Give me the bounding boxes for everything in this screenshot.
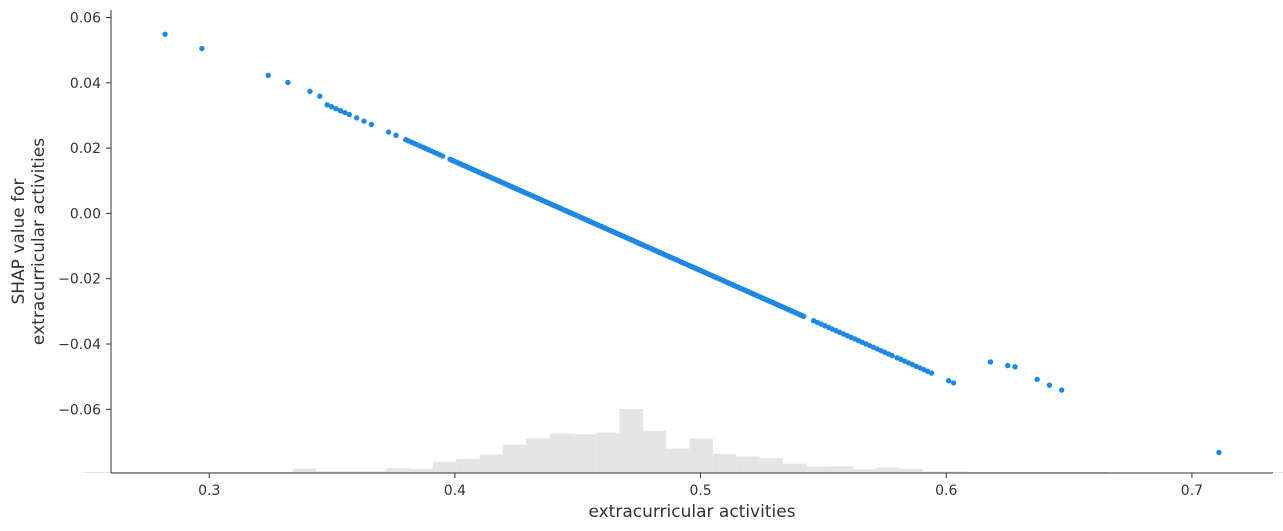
x-tick-label: 0.6: [935, 483, 957, 499]
histogram-bar: [222, 471, 247, 473]
histogram-bar: [339, 471, 363, 473]
data-point: [928, 370, 935, 376]
histogram-bar: [292, 468, 317, 473]
y-axis-title: SHAP value for extracurricular activitie…: [9, 138, 49, 345]
histogram-bar: [549, 433, 573, 473]
histogram-bar: [899, 468, 923, 473]
x-tick-label: 0.7: [1181, 483, 1203, 499]
histogram-bar: [736, 456, 760, 473]
y-tick-label: 0.00: [70, 206, 101, 222]
histogram-bar: [362, 471, 387, 473]
y-axis-ticks: −0.06 −0.04 −0.02 0.00 0.02 0.04 0.06: [58, 11, 111, 418]
histogram-bar: [176, 471, 200, 473]
histogram-bar: [876, 467, 900, 473]
data-point: [1046, 382, 1053, 388]
y-tick-label: 0.06: [70, 11, 101, 27]
x-tick-label: 0.4: [444, 483, 466, 499]
data-point: [361, 118, 367, 124]
data-point: [199, 45, 205, 52]
data-point: [1034, 376, 1040, 382]
y-axis-title-line-1: SHAP value for: [9, 178, 29, 304]
scatter-points-layer: [162, 31, 1222, 456]
histogram-bar: [479, 454, 503, 473]
data-point: [801, 313, 807, 320]
histogram-bar: [596, 432, 620, 473]
data-point: [333, 106, 339, 112]
data-point: [987, 359, 994, 365]
data-point: [324, 102, 330, 108]
histogram-bar: [782, 463, 807, 473]
x-axis-title: extracurricular activities: [588, 502, 795, 522]
x-axis-ticks: 0.3 0.4 0.5 0.6 0.7: [198, 473, 1203, 499]
data-point: [307, 88, 313, 95]
histogram-bar: [922, 471, 947, 473]
data-point: [393, 132, 399, 139]
x-tick-label: 0.5: [689, 483, 711, 499]
histogram-bar: [572, 434, 597, 473]
histogram-bar: [456, 458, 480, 473]
data-point: [342, 109, 348, 116]
x-tick-label: 0.3: [198, 483, 220, 499]
data-point: [1059, 387, 1065, 393]
histogram-bar: [409, 468, 433, 473]
histogram-bar: [642, 430, 667, 473]
data-point: [889, 352, 895, 359]
data-point: [328, 104, 335, 110]
data-point: [946, 378, 952, 384]
y-tick-label: 0.04: [70, 76, 101, 92]
histogram-bar: [432, 461, 457, 473]
histogram-bar: [806, 466, 830, 473]
histogram-bar: [829, 466, 853, 473]
data-point: [1216, 449, 1222, 456]
histogram-bar: [689, 438, 713, 473]
histogram-bar: [1039, 471, 1063, 473]
data-point: [439, 153, 446, 159]
histogram-bar: [946, 471, 970, 473]
data-point: [950, 380, 957, 386]
histogram-bar: [526, 438, 550, 473]
y-tick-label: 0.02: [70, 141, 101, 157]
data-point: [285, 79, 291, 86]
data-point: [346, 111, 352, 118]
y-tick-label: −0.06: [58, 402, 101, 418]
data-point: [385, 129, 392, 135]
data-point: [337, 107, 344, 114]
data-point: [1012, 364, 1018, 370]
data-point: [317, 93, 323, 99]
histogram-bar: [82, 472, 107, 473]
histogram-bar: [1273, 472, 1283, 473]
data-point: [353, 115, 360, 121]
histogram-layer: [82, 409, 1283, 473]
histogram-bar: [199, 471, 223, 473]
data-point: [368, 121, 375, 128]
histogram-bar: [502, 444, 527, 473]
histogram-bar: [666, 448, 690, 473]
y-tick-label: −0.04: [58, 337, 101, 353]
data-point: [1004, 362, 1011, 369]
data-point: [162, 31, 168, 37]
histogram-bar: [852, 469, 877, 473]
data-point: [265, 72, 271, 79]
histogram-bar: [386, 468, 410, 473]
y-axis-title-line-2: extracurricular activities: [29, 138, 49, 345]
histogram-bar: [712, 453, 737, 473]
y-tick-label: −0.02: [58, 272, 101, 288]
histogram-bar: [759, 458, 783, 473]
histogram-bar: [316, 471, 340, 473]
histogram-bar: [619, 409, 643, 473]
